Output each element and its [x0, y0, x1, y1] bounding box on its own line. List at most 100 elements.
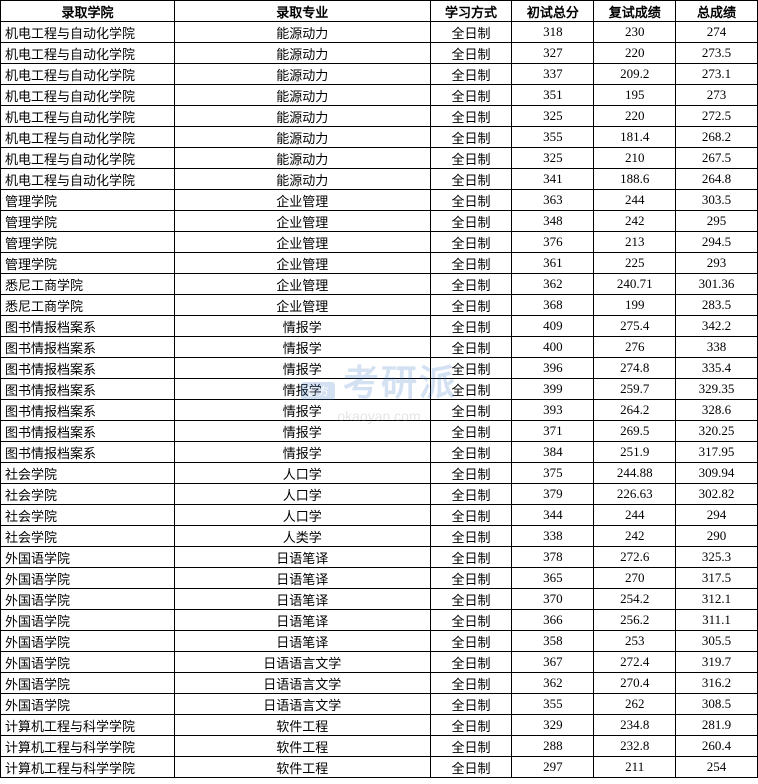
cell-mode: 全日制 [430, 169, 512, 190]
cell-college: 机电工程与自动化学院 [1, 169, 175, 190]
cell-major: 企业管理 [174, 295, 430, 316]
cell-mode: 全日制 [430, 673, 512, 694]
cell-prelim: 355 [512, 694, 594, 715]
cell-college: 图书情报档案系 [1, 421, 175, 442]
cell-college: 外国语学院 [1, 547, 175, 568]
cell-retest: 225 [594, 253, 676, 274]
cell-prelim: 355 [512, 127, 594, 148]
cell-prelim: 409 [512, 316, 594, 337]
cell-total: 273 [676, 85, 758, 106]
cell-total: 254 [676, 757, 758, 778]
cell-college: 计算机工程与科学学院 [1, 715, 175, 736]
cell-total: 308.5 [676, 694, 758, 715]
cell-major: 能源动力 [174, 106, 430, 127]
table-row: 悉尼工商学院企业管理全日制368199283.5 [1, 295, 758, 316]
cell-mode: 全日制 [430, 337, 512, 358]
cell-total: 303.5 [676, 190, 758, 211]
cell-major: 情报学 [174, 400, 430, 421]
cell-mode: 全日制 [430, 43, 512, 64]
table-row: 悉尼工商学院企业管理全日制362240.71301.36 [1, 274, 758, 295]
cell-college: 外国语学院 [1, 568, 175, 589]
cell-retest: 242 [594, 526, 676, 547]
cell-retest: 234.8 [594, 715, 676, 736]
cell-mode: 全日制 [430, 211, 512, 232]
cell-major: 情报学 [174, 379, 430, 400]
cell-total: 274 [676, 22, 758, 43]
cell-mode: 全日制 [430, 610, 512, 631]
cell-prelim: 329 [512, 715, 594, 736]
cell-retest: 270.4 [594, 673, 676, 694]
cell-college: 社会学院 [1, 505, 175, 526]
cell-retest: 240.71 [594, 274, 676, 295]
cell-major: 软件工程 [174, 736, 430, 757]
cell-retest: 253 [594, 631, 676, 652]
table-row: 图书情报档案系情报学全日制399259.7329.35 [1, 379, 758, 400]
cell-college: 机电工程与自动化学院 [1, 106, 175, 127]
cell-prelim: 327 [512, 43, 594, 64]
cell-college: 悉尼工商学院 [1, 274, 175, 295]
table-row: 计算机工程与科学学院软件工程全日制297211254 [1, 757, 758, 778]
cell-retest: 220 [594, 106, 676, 127]
cell-total: 273.5 [676, 43, 758, 64]
cell-retest: 213 [594, 232, 676, 253]
cell-college: 图书情报档案系 [1, 379, 175, 400]
cell-major: 日语语言文学 [174, 694, 430, 715]
cell-prelim: 341 [512, 169, 594, 190]
cell-total: 267.5 [676, 148, 758, 169]
table-row: 管理学院企业管理全日制363244303.5 [1, 190, 758, 211]
cell-retest: 209.2 [594, 64, 676, 85]
cell-total: 294 [676, 505, 758, 526]
cell-retest: 211 [594, 757, 676, 778]
table-row: 管理学院企业管理全日制348242295 [1, 211, 758, 232]
cell-mode: 全日制 [430, 85, 512, 106]
table-row: 机电工程与自动化学院能源动力全日制355181.4268.2 [1, 127, 758, 148]
cell-prelim: 325 [512, 148, 594, 169]
cell-prelim: 362 [512, 673, 594, 694]
cell-major: 日语笔译 [174, 568, 430, 589]
cell-prelim: 361 [512, 253, 594, 274]
cell-major: 能源动力 [174, 43, 430, 64]
cell-major: 企业管理 [174, 190, 430, 211]
header-prelim: 初试总分 [512, 1, 594, 22]
cell-mode: 全日制 [430, 484, 512, 505]
table-row: 外国语学院日语笔译全日制365270317.5 [1, 568, 758, 589]
table-row: 机电工程与自动化学院能源动力全日制325210267.5 [1, 148, 758, 169]
table-row: 外国语学院日语语言文学全日制367272.4319.7 [1, 652, 758, 673]
cell-mode: 全日制 [430, 568, 512, 589]
header-major: 录取专业 [174, 1, 430, 22]
cell-prelim: 338 [512, 526, 594, 547]
cell-mode: 全日制 [430, 526, 512, 547]
cell-mode: 全日制 [430, 400, 512, 421]
cell-college: 管理学院 [1, 253, 175, 274]
cell-total: 290 [676, 526, 758, 547]
table-row: 机电工程与自动化学院能源动力全日制318230274 [1, 22, 758, 43]
cell-prelim: 393 [512, 400, 594, 421]
cell-major: 情报学 [174, 337, 430, 358]
cell-retest: 210 [594, 148, 676, 169]
cell-prelim: 337 [512, 64, 594, 85]
cell-total: 329.35 [676, 379, 758, 400]
cell-major: 人口学 [174, 505, 430, 526]
cell-prelim: 358 [512, 631, 594, 652]
cell-prelim: 379 [512, 484, 594, 505]
cell-prelim: 368 [512, 295, 594, 316]
cell-mode: 全日制 [430, 547, 512, 568]
cell-major: 企业管理 [174, 232, 430, 253]
cell-total: 317.95 [676, 442, 758, 463]
table-row: 管理学院企业管理全日制361225293 [1, 253, 758, 274]
cell-total: 335.4 [676, 358, 758, 379]
cell-retest: 272.4 [594, 652, 676, 673]
admission-table: 录取学院录取专业学习方式初试总分复试成绩总成绩 机电工程与自动化学院能源动力全日… [0, 0, 758, 778]
cell-retest: 251.9 [594, 442, 676, 463]
cell-retest: 188.6 [594, 169, 676, 190]
cell-prelim: 362 [512, 274, 594, 295]
cell-total: 319.7 [676, 652, 758, 673]
cell-mode: 全日制 [430, 652, 512, 673]
table-row: 社会学院人口学全日制375244.88309.94 [1, 463, 758, 484]
cell-mode: 全日制 [430, 589, 512, 610]
cell-retest: 244 [594, 190, 676, 211]
cell-mode: 全日制 [430, 64, 512, 85]
cell-mode: 全日制 [430, 253, 512, 274]
table-row: 管理学院企业管理全日制376213294.5 [1, 232, 758, 253]
cell-prelim: 396 [512, 358, 594, 379]
